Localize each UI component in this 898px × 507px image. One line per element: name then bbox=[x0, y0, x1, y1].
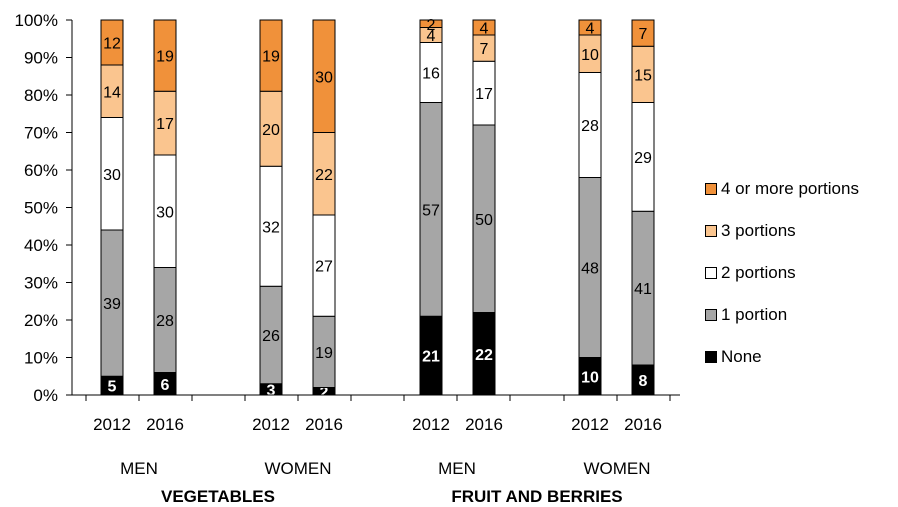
y-tick-label: 50% bbox=[24, 199, 58, 218]
data-label: 17 bbox=[475, 86, 493, 103]
legend-swatch bbox=[705, 267, 717, 279]
legend-item: 4 or more portions bbox=[705, 168, 859, 210]
x-tick-label: 2012 bbox=[93, 415, 131, 434]
bar-segment bbox=[100, 19, 124, 66]
data-label: 4 bbox=[480, 21, 489, 38]
data-label: 7 bbox=[639, 26, 648, 43]
y-tick-label: 70% bbox=[24, 124, 58, 143]
data-label: 19 bbox=[156, 49, 174, 66]
legend-label: 3 portions bbox=[721, 221, 796, 240]
data-label: 30 bbox=[315, 69, 333, 86]
bar-segment bbox=[578, 19, 602, 36]
data-label: 8 bbox=[639, 373, 648, 390]
bar-segment bbox=[312, 19, 336, 133]
bars: 5393014126283017193263220192192722302157… bbox=[100, 17, 655, 401]
x-tick-label: 2012 bbox=[571, 415, 609, 434]
group-label: MEN bbox=[438, 459, 476, 478]
data-label: 14 bbox=[103, 84, 121, 101]
group-label: WOMEN bbox=[583, 459, 650, 478]
data-label: 19 bbox=[315, 345, 333, 362]
data-label: 30 bbox=[156, 204, 174, 221]
data-label: 2 bbox=[320, 384, 329, 401]
legend-swatch bbox=[705, 225, 717, 237]
data-label: 2 bbox=[427, 17, 436, 34]
y-tick-label: 20% bbox=[24, 311, 58, 330]
data-label: 30 bbox=[103, 167, 121, 184]
data-label: 5 bbox=[108, 379, 117, 396]
y-tick-label: 40% bbox=[24, 236, 58, 255]
legend-label: 1 portion bbox=[721, 305, 788, 324]
legend-swatch bbox=[705, 351, 717, 363]
y-tick-label: 100% bbox=[15, 11, 58, 30]
bar-segment bbox=[259, 19, 283, 92]
y-tick-label: 60% bbox=[24, 161, 58, 180]
data-label: 28 bbox=[581, 118, 599, 135]
data-label: 22 bbox=[315, 167, 333, 184]
x-tick-label: 2016 bbox=[305, 415, 343, 434]
y-tick-label: 90% bbox=[24, 49, 58, 68]
data-label: 32 bbox=[262, 219, 280, 236]
y-axis: 0% 10% 20% 30% 40% 50% 60% 70% 80% 90% 100% bbox=[15, 11, 73, 405]
data-label: 7 bbox=[480, 41, 489, 58]
x-tick-label: 2016 bbox=[465, 415, 503, 434]
bar-segment bbox=[153, 19, 177, 92]
legend-item: None bbox=[705, 336, 859, 378]
section-label: FRUIT AND BERRIES bbox=[451, 487, 622, 506]
data-label: 48 bbox=[581, 261, 599, 278]
y-tick-label: 10% bbox=[24, 349, 58, 368]
data-label: 21 bbox=[422, 349, 440, 366]
y-tick-label: 0% bbox=[33, 386, 58, 405]
data-label: 57 bbox=[422, 202, 440, 219]
data-label: 15 bbox=[634, 67, 652, 84]
group-label: MEN bbox=[120, 459, 158, 478]
x-tick-label: 2016 bbox=[624, 415, 662, 434]
bar-segment bbox=[472, 19, 496, 36]
data-label: 20 bbox=[262, 122, 280, 139]
y-tick-label: 30% bbox=[24, 274, 58, 293]
section-label: VEGETABLES bbox=[161, 487, 275, 506]
data-label: 6 bbox=[161, 377, 170, 394]
x-tick-label: 2012 bbox=[412, 415, 450, 434]
data-label: 16 bbox=[422, 66, 440, 83]
data-label: 10 bbox=[581, 47, 599, 64]
data-label: 28 bbox=[156, 313, 174, 330]
legend-item: 2 portions bbox=[705, 252, 859, 294]
legend-item: 1 portion bbox=[705, 294, 859, 336]
data-label: 3 bbox=[267, 382, 276, 399]
y-tick-label: 80% bbox=[24, 86, 58, 105]
legend-item: 3 portions bbox=[705, 210, 859, 252]
legend-label: 4 or more portions bbox=[721, 179, 859, 198]
data-label: 39 bbox=[103, 296, 121, 313]
data-label: 27 bbox=[315, 259, 333, 276]
data-label: 50 bbox=[475, 212, 493, 229]
x-tick-label: 2016 bbox=[146, 415, 184, 434]
legend-label: 2 portions bbox=[721, 263, 796, 282]
data-label: 17 bbox=[156, 116, 174, 133]
legend-swatch bbox=[705, 183, 717, 195]
legend: 4 or more portions 3 portions 2 portions 1 … bbox=[705, 168, 859, 378]
data-label: 4 bbox=[586, 21, 595, 38]
data-label: 19 bbox=[262, 49, 280, 66]
legend-label: None bbox=[721, 347, 762, 366]
group-label: WOMEN bbox=[264, 459, 331, 478]
bar-segment bbox=[631, 19, 655, 47]
data-label: 22 bbox=[475, 347, 493, 364]
data-label: 41 bbox=[634, 281, 652, 298]
data-label: 4 bbox=[427, 28, 436, 45]
bar-segment bbox=[419, 19, 443, 28]
data-label: 26 bbox=[262, 328, 280, 345]
legend-swatch bbox=[705, 309, 717, 321]
data-label: 10 bbox=[581, 369, 599, 386]
x-tick-label: 2012 bbox=[252, 415, 290, 434]
data-label: 29 bbox=[634, 150, 652, 167]
data-label: 12 bbox=[103, 36, 121, 53]
x-axis: 2012 2016 2012 2016 2012 2016 2012 2016 MEN WOMEN… bbox=[72, 394, 680, 506]
